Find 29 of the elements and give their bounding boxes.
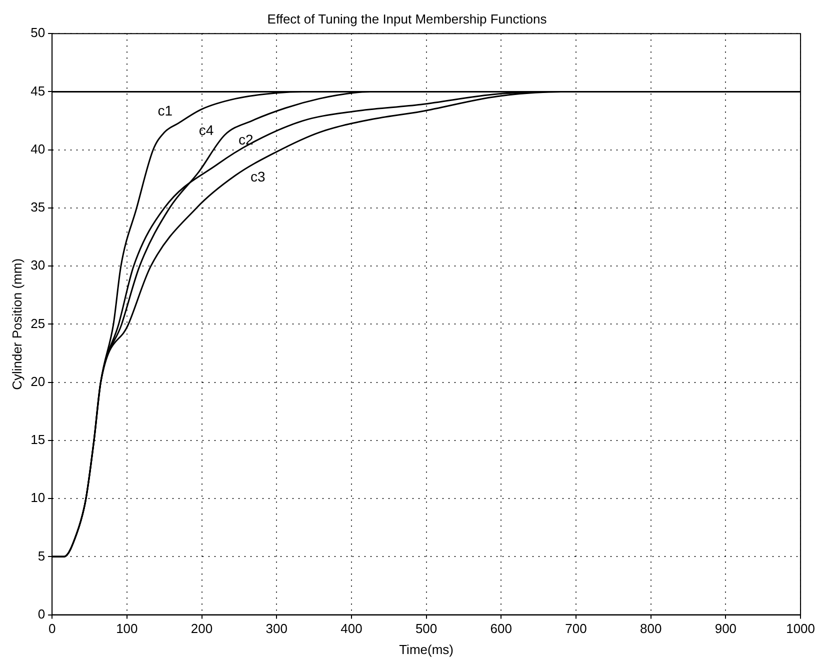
x-tick-label: 700 [565,621,587,636]
series-label: c2 [238,131,254,148]
y-tick-label: 40 [30,141,46,156]
x-tick-label: 300 [266,621,288,636]
y-tick-label: 35 [30,200,46,215]
y-tick-label: 45 [30,83,46,98]
x-tick-label: 200 [190,621,213,636]
x-tick-label: 100 [116,621,138,636]
x-tick-label: 800 [640,621,662,636]
x-tick-label: 400 [340,621,362,636]
y-tick-label: 50 [30,25,46,40]
y-tick-label: 0 [38,606,46,622]
x-tick-label: 0 [48,621,56,636]
y-tick-label: 10 [30,490,46,506]
y-tick-label: 5 [38,548,46,564]
y-axis-title: Cylinder Position (mm) [9,258,24,390]
x-tick-label: 500 [415,621,438,636]
chart-title: Effect of Tuning the Input Membership Functions [267,11,548,26]
x-tick-label: 600 [490,621,512,636]
y-tick-label: 20 [30,374,46,389]
series-label: c1 [158,102,173,118]
y-tick-label: 15 [30,432,46,448]
y-tick-label: 30 [30,258,46,273]
x-tick-label: 900 [714,621,737,636]
x-axis-title: Time(ms) [399,642,454,657]
x-tick-label: 1000 [786,621,815,636]
series-label: c4 [198,122,214,138]
y-tick-label: 25 [30,316,46,331]
series-label: c3 [250,168,266,185]
